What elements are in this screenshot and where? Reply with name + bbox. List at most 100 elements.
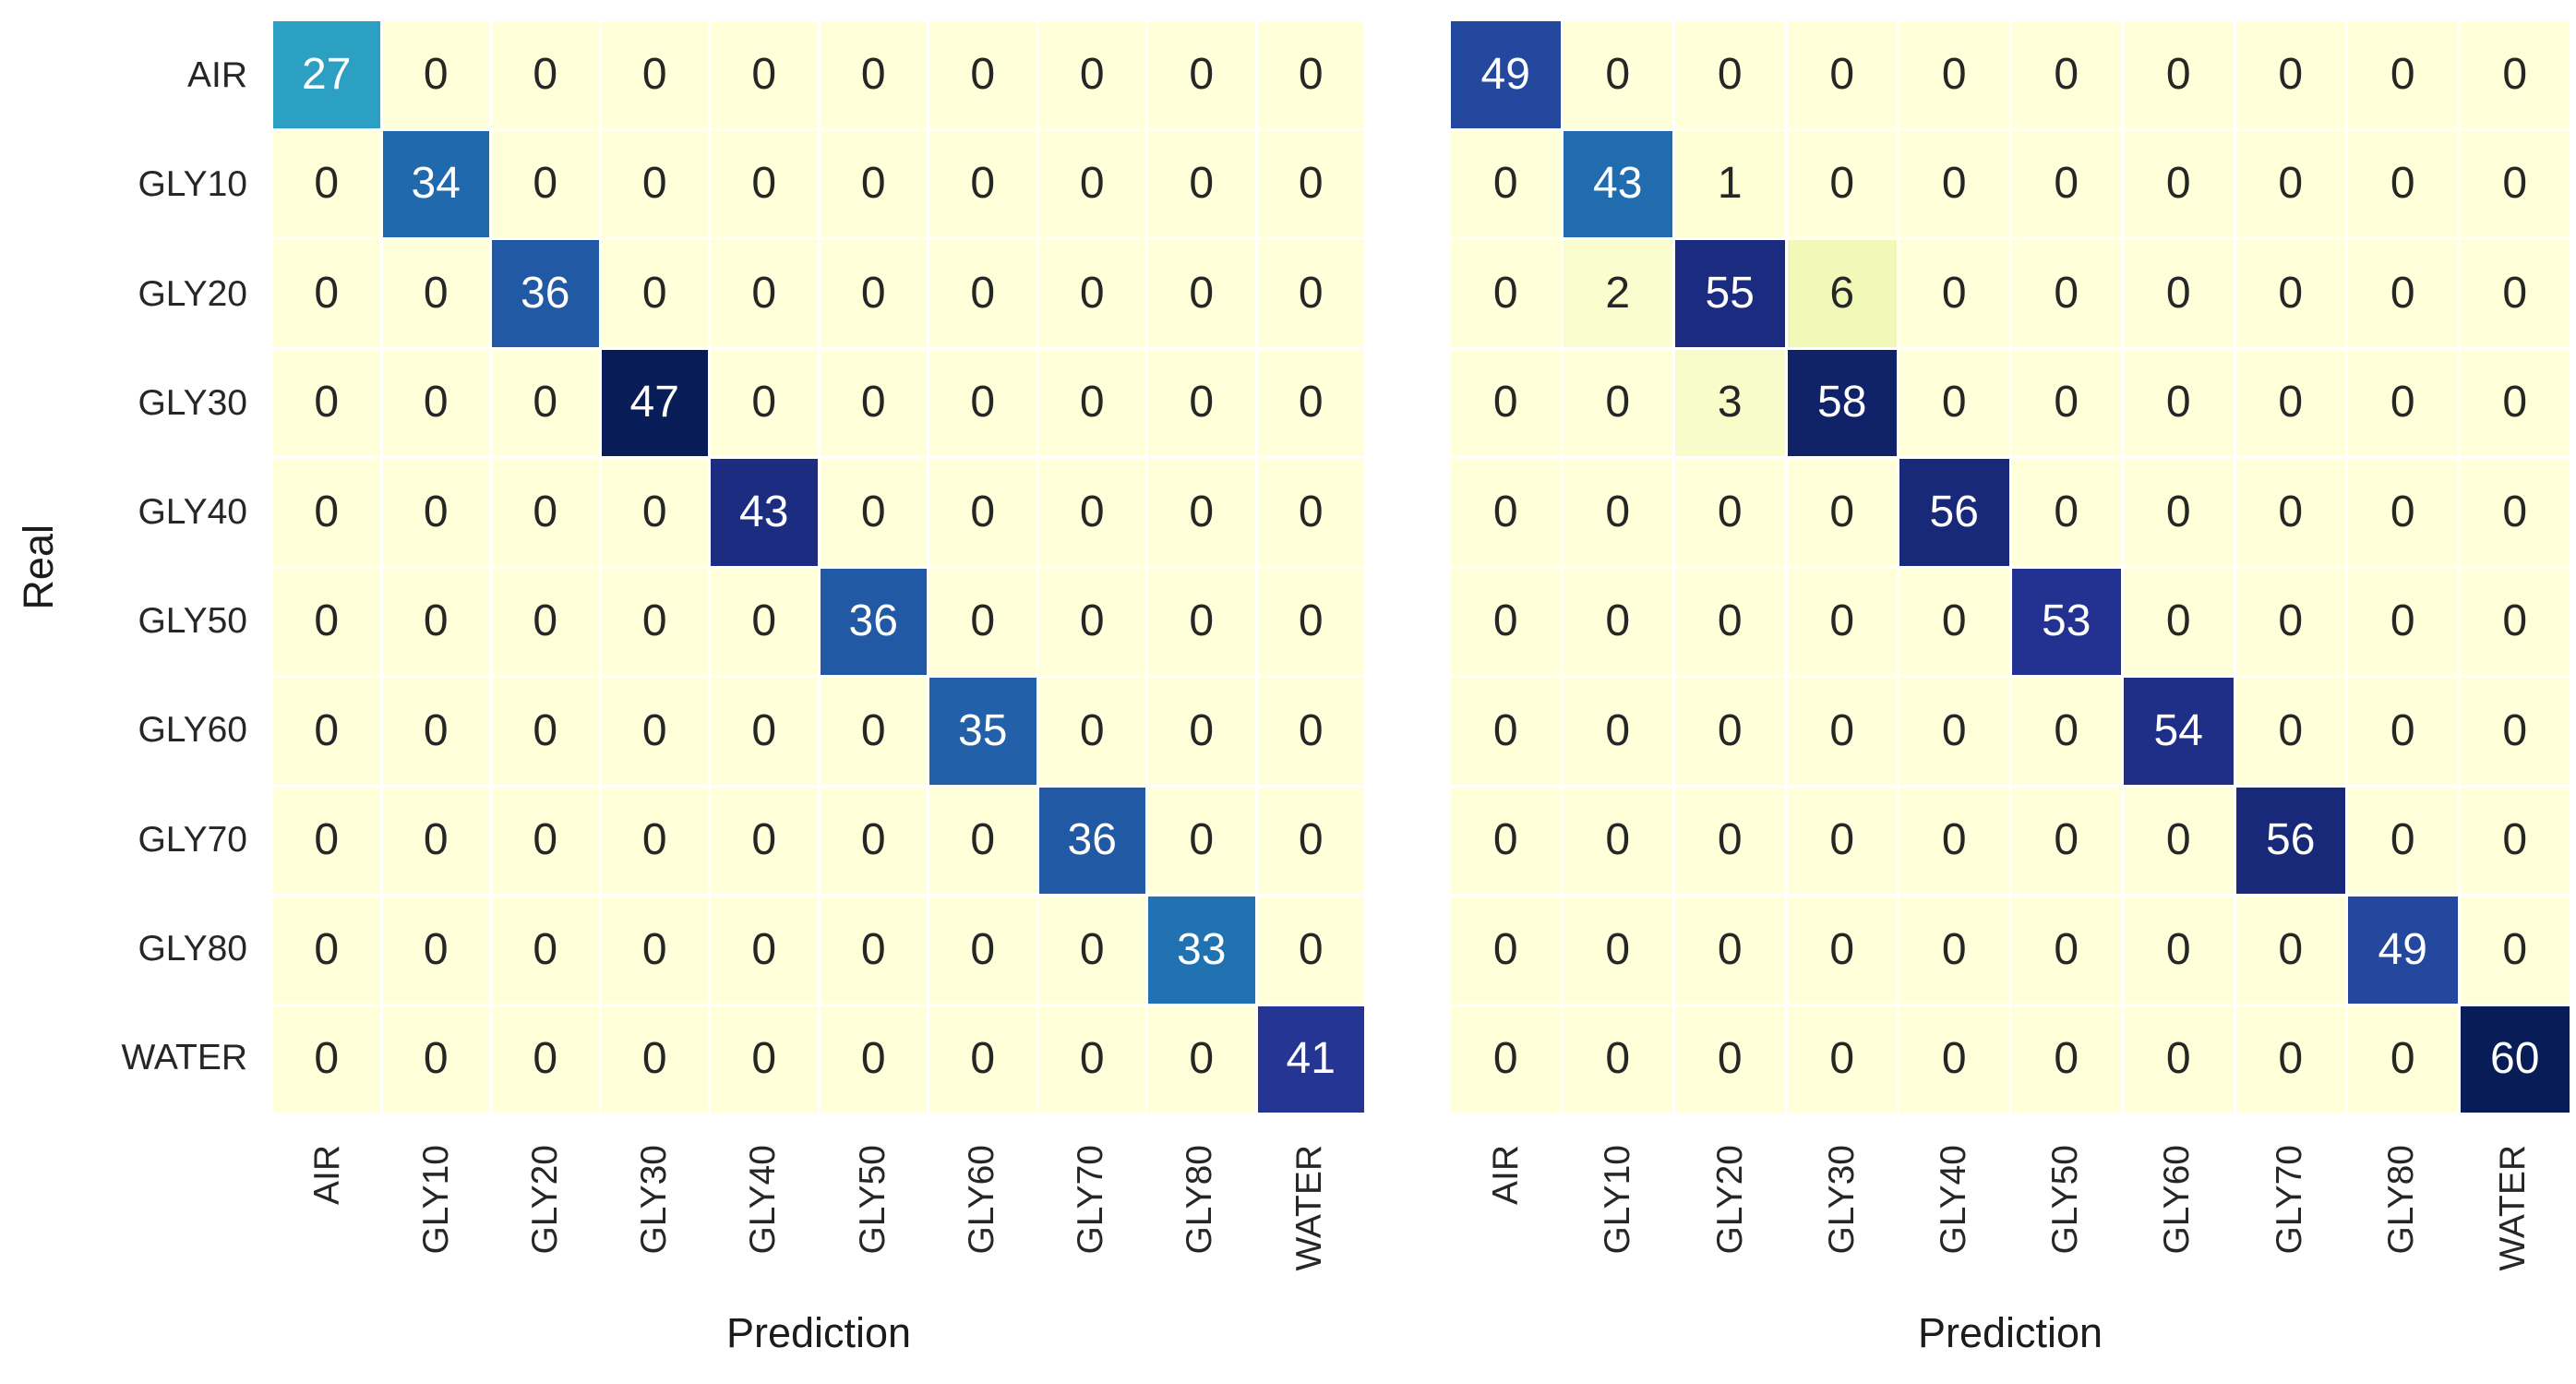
matrix-cell: 0: [492, 130, 599, 237]
x-tick-label: GLY60: [2122, 1145, 2234, 1304]
left-confusion-matrix: 27 0 0 0 0 0 0 0 0 0 0 34 0 0 0 0 0 0 0 0 0 0 36 0 0 0 0 0 0 0 0 0 0 47 0 0…: [273, 0, 1364, 1384]
matrix-cell: 0: [1563, 349, 1672, 456]
matrix-cell: 0: [2235, 1005, 2345, 1113]
matrix-cell: 0: [1787, 130, 1897, 237]
matrix-cell: 0: [1787, 787, 1897, 894]
matrix-cell: 0: [1787, 897, 1897, 1004]
y-tick-labels: AIR GLY10 GLY20 GLY30 GLY40 GLY50 GLY60 GLY70 GL…: [37, 21, 260, 1113]
x-tick-label: GLY30: [601, 1145, 710, 1304]
matrix-cell: 0: [1148, 130, 1255, 237]
matrix-cell: 0: [929, 897, 1036, 1004]
y-tick-label: GLY80: [138, 928, 247, 969]
x-tick-label-text: GLY40: [1933, 1145, 1973, 1255]
matrix-cell: 0: [601, 240, 708, 347]
x-tick-labels: AIR GLY10 GLY20 GLY30 GLY40 GLY50 GLY60 GLY70 GL…: [273, 1145, 1364, 1304]
x-tick-label: GLY30: [1787, 1145, 1899, 1304]
matrix-cell: 0: [1451, 897, 1561, 1004]
matrix-cell: 0: [1451, 1005, 1561, 1113]
matrix-cell: 0: [1899, 130, 2009, 237]
matrix-cell: 0: [1675, 21, 1785, 128]
matrix-cell: 0: [273, 349, 380, 456]
matrix-cell: 0: [1675, 459, 1785, 566]
matrix-cell: 0: [820, 897, 927, 1004]
matrix-cell: 0: [1563, 787, 1672, 894]
matrix-cell: 33: [1148, 897, 1255, 1004]
matrix-cell: 0: [1148, 21, 1255, 128]
x-tick-label-text: GLY60: [2157, 1145, 2198, 1255]
matrix-cell: 0: [492, 1005, 599, 1113]
matrix-cell: 0: [1257, 568, 1364, 675]
x-tick-label-text: GLY80: [2380, 1145, 2421, 1255]
matrix-cell: 0: [492, 678, 599, 785]
matrix-cell: 0: [711, 240, 818, 347]
matrix-cell: 49: [2348, 897, 2458, 1004]
matrix-cell: 0: [711, 21, 818, 128]
x-axis-label: Prediction: [725, 1309, 912, 1356]
matrix-cell: 0: [929, 787, 1036, 894]
heatmap-grid: 49 0 0 0 0 0 0 0 0 0 0 43 1 0 0 0 0 0 0 0 0 2 55 6 0 0 0 0 0 0 0 0 3 58 0 0…: [1451, 21, 2570, 1113]
matrix-cell: 0: [273, 897, 380, 1004]
matrix-cell: 0: [1148, 678, 1255, 785]
matrix-cell: 0: [2460, 240, 2570, 347]
x-tick-label: GLY70: [2234, 1145, 2345, 1304]
x-tick-label: GLY40: [1899, 1145, 2010, 1304]
matrix-cell: 0: [2235, 240, 2345, 347]
matrix-cell: 56: [1899, 459, 2009, 566]
matrix-cell: 0: [2460, 897, 2570, 1004]
matrix-cell: 0: [820, 21, 927, 128]
y-tick-label: GLY50: [138, 601, 247, 642]
y-tick-label: GLY60: [138, 710, 247, 751]
matrix-cell: 0: [601, 568, 708, 675]
matrix-cell: 0: [382, 787, 489, 894]
matrix-cell: 0: [2235, 21, 2345, 128]
matrix-cell: 0: [1451, 240, 1561, 347]
y-tick-label: GLY10: [138, 164, 247, 205]
x-tick-label-text: GLY50: [2045, 1145, 2086, 1255]
matrix-cell: 0: [1675, 678, 1785, 785]
matrix-cell: 0: [2348, 459, 2458, 566]
matrix-cell: 43: [1563, 130, 1672, 237]
matrix-cell: 0: [1899, 21, 2009, 128]
x-axis-label: Prediction: [1917, 1309, 2103, 1356]
matrix-cell: 0: [382, 21, 489, 128]
matrix-cell: 0: [1675, 568, 1785, 675]
x-tick-label-text: GLY30: [634, 1145, 675, 1255]
matrix-cell: 53: [2011, 568, 2121, 675]
matrix-cell: 0: [1038, 240, 1145, 347]
matrix-cell: 0: [711, 678, 818, 785]
matrix-cell: 0: [273, 240, 380, 347]
matrix-cell: 0: [1899, 897, 2009, 1004]
matrix-cell: 0: [492, 21, 599, 128]
matrix-cell: 54: [2124, 678, 2234, 785]
matrix-cell: 0: [273, 678, 380, 785]
matrix-cell: 3: [1675, 349, 1785, 456]
matrix-cell: 47: [601, 349, 708, 456]
matrix-cell: 0: [2348, 349, 2458, 456]
matrix-cell: 0: [929, 349, 1036, 456]
matrix-cell: 0: [711, 787, 818, 894]
matrix-cell: 0: [2235, 678, 2345, 785]
matrix-cell: 0: [2460, 21, 2570, 128]
matrix-cell: 0: [2011, 787, 2121, 894]
matrix-cell: 0: [2460, 678, 2570, 785]
matrix-cell: 0: [1451, 678, 1561, 785]
matrix-cell: 0: [1038, 130, 1145, 237]
matrix-cell: 0: [2124, 459, 2234, 566]
matrix-cell: 0: [1257, 21, 1364, 128]
x-tick-label-text: GLY60: [961, 1145, 1001, 1255]
x-tick-label: AIR: [273, 1145, 382, 1304]
matrix-cell: 0: [382, 897, 489, 1004]
y-tick-label: GLY70: [138, 819, 247, 860]
x-tick-label-text: GLY30: [1821, 1145, 1862, 1255]
matrix-cell: 0: [382, 240, 489, 347]
matrix-cell: 0: [2235, 130, 2345, 237]
x-tick-label: GLY10: [1563, 1145, 1674, 1304]
matrix-cell: 0: [1451, 349, 1561, 456]
matrix-cell: 0: [601, 1005, 708, 1113]
matrix-cell: 0: [711, 897, 818, 1004]
matrix-cell: 0: [2011, 130, 2121, 237]
matrix-cell: 0: [382, 678, 489, 785]
matrix-cell: 0: [1148, 1005, 1255, 1113]
matrix-cell: 0: [2460, 787, 2570, 894]
matrix-cell: 0: [1899, 349, 2009, 456]
